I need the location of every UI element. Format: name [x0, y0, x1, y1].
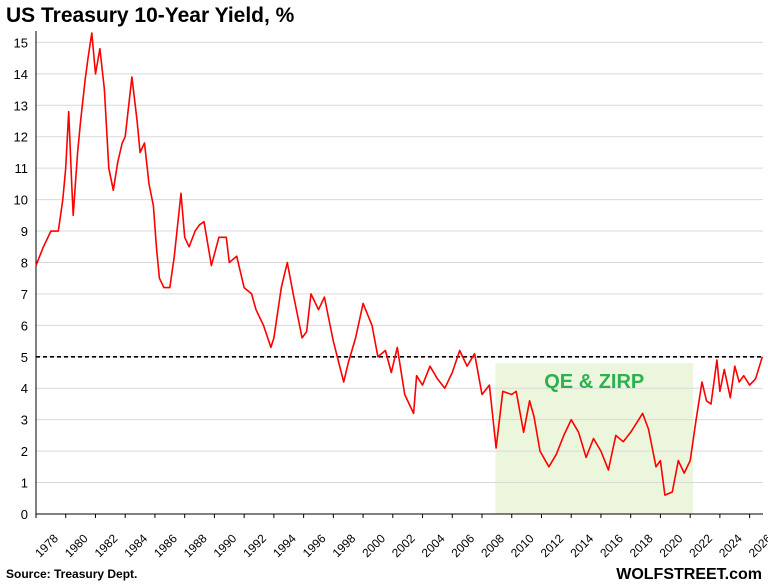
brand-label: WOLFSTREET.com — [616, 566, 762, 583]
y-tick-label: 13 — [14, 98, 28, 113]
x-tick-label: 2006 — [448, 531, 477, 560]
x-tick-label: 1984 — [121, 531, 150, 560]
series-line-10yr-yield — [35, 32, 764, 496]
y-tick-label: 14 — [14, 67, 28, 82]
x-tick-label: 2008 — [478, 531, 507, 560]
x-tick-label: 1994 — [270, 531, 299, 560]
x-tick-label: 1992 — [240, 531, 269, 560]
x-tick-label: 2020 — [657, 531, 686, 560]
x-tick-label: 1988 — [181, 531, 210, 560]
y-tick-label: 8 — [21, 255, 28, 270]
x-tick-label: 1982 — [92, 531, 121, 560]
y-tick-label: 11 — [15, 161, 29, 176]
x-tick-label: 1980 — [62, 531, 91, 560]
y-tick-label: 5 — [21, 350, 28, 365]
y-tick-label: 15 — [14, 35, 28, 50]
x-tick-label: 2022 — [686, 531, 715, 560]
x-tick-label: 2012 — [538, 531, 567, 560]
source-note: Source: Treasury Dept. — [6, 567, 137, 581]
y-tick-label: 9 — [21, 224, 28, 239]
x-tick-label: 2004 — [419, 531, 448, 560]
x-tick-label: 2016 — [597, 531, 626, 560]
x-tick-label: 2014 — [567, 531, 596, 560]
x-tick-label: 2010 — [508, 531, 537, 560]
shaded-region-label: QE & ZIRP — [544, 371, 644, 393]
x-tick-label: 1978 — [32, 531, 61, 560]
y-tick-label: 7 — [21, 287, 28, 302]
x-tick-label: 1996 — [300, 531, 329, 560]
x-tick-label: 2000 — [359, 531, 388, 560]
x-tick-label: 2018 — [627, 531, 656, 560]
y-tick-label: 6 — [21, 318, 28, 333]
chart-title: US Treasury 10-Year Yield, % — [6, 4, 295, 27]
y-tick-label: 10 — [14, 193, 28, 208]
x-tick-label: 1990 — [211, 531, 240, 560]
x-tick-label: 2002 — [389, 531, 418, 560]
y-tick-label: 3 — [21, 413, 28, 428]
x-tick-label: 1998 — [330, 531, 359, 560]
y-tick-label: 12 — [14, 130, 28, 145]
y-tick-label: 0 — [21, 507, 28, 522]
x-tick-label: 1986 — [151, 531, 180, 560]
x-tick-label: 2026 — [746, 531, 768, 560]
y-tick-label: 1 — [21, 476, 28, 491]
y-tick-label: 2 — [21, 444, 28, 459]
x-tick-label: 2024 — [716, 531, 745, 560]
y-tick-label: 4 — [21, 381, 28, 396]
